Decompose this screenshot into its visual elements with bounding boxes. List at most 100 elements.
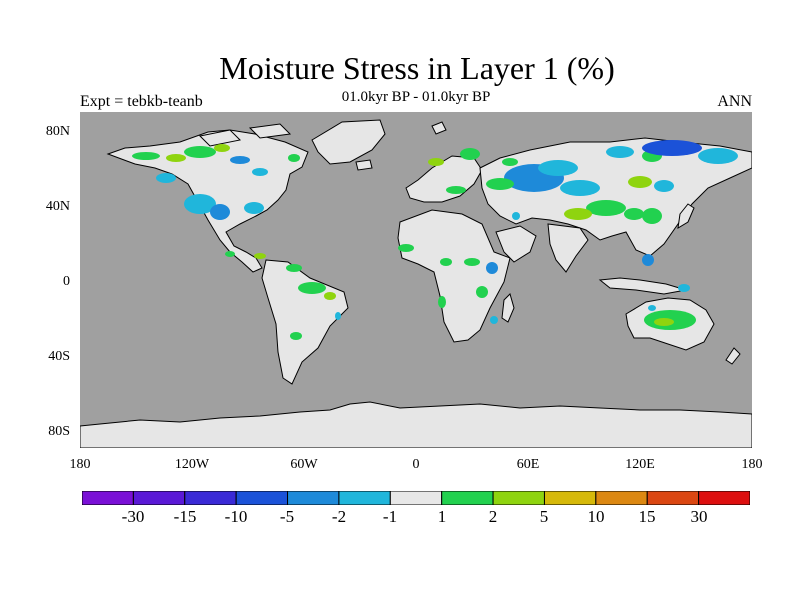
japan [677, 203, 695, 229]
colorbar-label: 30 [690, 507, 708, 526]
patch [654, 180, 674, 192]
colorbar-swatch [287, 490, 340, 506]
colorbar-swatch [81, 490, 134, 506]
patch [460, 148, 480, 160]
patch [230, 156, 250, 164]
patch [214, 144, 230, 152]
colorbar-swatch [543, 490, 597, 506]
patch [335, 312, 341, 320]
lat-label-40s: 40S [48, 349, 70, 364]
patch [560, 180, 600, 196]
patch [446, 186, 466, 194]
world-map [80, 112, 752, 448]
colorbar-swatch [698, 490, 751, 506]
patch [486, 262, 498, 274]
patch [184, 146, 216, 158]
patch [254, 253, 266, 259]
colorbar-swatch [441, 490, 494, 506]
colorbar-swatch [235, 490, 289, 506]
colorbar-label: -15 [173, 507, 197, 526]
experiment-label: Expt = tebkb-teanb [80, 93, 203, 110]
chart-title: Moisture Stress in Layer 1 (%) [219, 50, 615, 86]
patch [476, 286, 488, 298]
period-subtitle: 01.0kyr BP - 01.0kyr BP [341, 89, 491, 105]
colorbar-label: 1 [437, 507, 447, 526]
africa [397, 209, 511, 343]
patch [678, 284, 690, 292]
patch [252, 168, 268, 176]
india [547, 223, 589, 273]
colorbar-swatch [492, 490, 545, 506]
stress-patches [132, 140, 738, 340]
patch [490, 316, 498, 324]
colorbar-swatch [595, 490, 648, 506]
patch [290, 332, 302, 340]
patch [624, 208, 644, 220]
patch [564, 208, 592, 220]
lon-label-180e: 180 [741, 457, 763, 472]
patch [324, 292, 336, 300]
patch [184, 194, 216, 214]
greenland [311, 119, 386, 165]
colorbar-label: 10 [587, 507, 605, 526]
lon-label-60e: 60E [516, 457, 540, 472]
patch [648, 305, 656, 311]
iceland [355, 159, 373, 171]
patch [244, 202, 264, 214]
patch [166, 154, 186, 162]
arctic-island-west [198, 129, 242, 147]
colorbar-label: -30 [121, 507, 145, 526]
lat-label-80n: 80N [45, 124, 70, 139]
lon-label-120e: 120E [625, 457, 655, 472]
colorbar-label: -5 [279, 507, 295, 526]
patch [438, 296, 446, 308]
patch [512, 212, 520, 220]
patch [286, 264, 302, 272]
patch [642, 254, 654, 266]
patch [654, 318, 674, 326]
arabia [495, 225, 537, 263]
patch [440, 258, 452, 266]
patch [225, 251, 235, 257]
patch [288, 154, 300, 162]
colorbar-label: -10 [224, 507, 248, 526]
patch [586, 200, 626, 216]
lon-label-120w: 120W [174, 457, 210, 472]
patch [606, 146, 634, 158]
colorbar-label: -2 [331, 507, 347, 526]
patch [628, 176, 652, 188]
map-panel [80, 112, 752, 448]
colorbar-swatch [646, 490, 700, 506]
lat-label-0: 0 [63, 274, 70, 289]
patch [428, 158, 444, 166]
patch [486, 178, 514, 190]
colorbar-swatches [81, 490, 751, 506]
patch [502, 158, 518, 166]
colorbar-label: 15 [638, 507, 656, 526]
patch [132, 152, 160, 160]
lon-label-60w: 60W [290, 457, 318, 472]
lat-label-40n: 40N [45, 199, 70, 214]
colorbar-swatch [184, 490, 237, 506]
antarctica [80, 401, 752, 448]
patch [156, 173, 176, 183]
colorbar-swatch [338, 490, 391, 506]
patch [698, 148, 738, 164]
season-label: ANN [717, 93, 752, 110]
new-zealand [725, 347, 741, 365]
south-america [261, 259, 349, 385]
patch [642, 208, 662, 224]
madagascar [501, 293, 515, 323]
colorbar [81, 490, 751, 510]
patch [464, 258, 480, 266]
lon-label-0: 0 [412, 457, 420, 472]
patch [538, 160, 578, 176]
colorbar-swatch [389, 490, 443, 506]
arctic-island-north [248, 123, 292, 139]
lon-label-180w: 180 [69, 457, 91, 472]
colorbar-label: 2 [488, 507, 498, 526]
svalbard [431, 121, 447, 135]
colorbar-swatch [132, 490, 186, 506]
colorbar-label: 5 [539, 507, 549, 526]
lat-label-80s: 80S [48, 424, 70, 439]
